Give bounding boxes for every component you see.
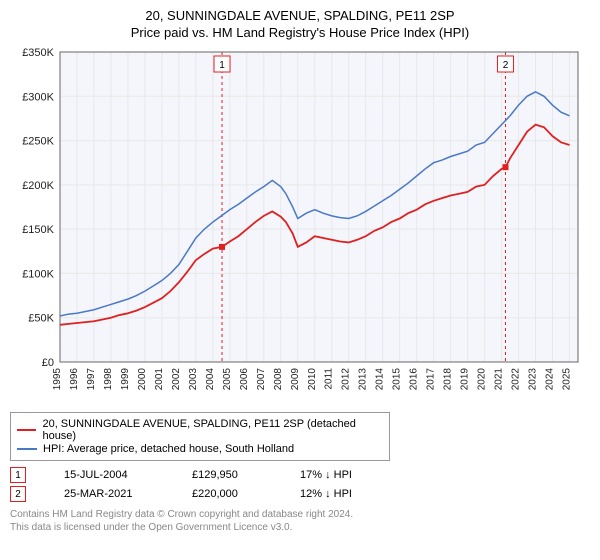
sale-date: 25-MAR-2021	[64, 488, 154, 500]
svg-text:2013: 2013	[358, 368, 369, 391]
svg-text:1999: 1999	[120, 368, 131, 391]
legend-label: 20, SUNNINGDALE AVENUE, SPALDING, PE11 2…	[42, 418, 383, 442]
chart-title: 20, SUNNINGDALE AVENUE, SPALDING, PE11 2…	[10, 8, 590, 23]
svg-text:2005: 2005	[222, 368, 233, 391]
svg-text:2009: 2009	[290, 368, 301, 391]
svg-text:1995: 1995	[52, 368, 63, 391]
hpi-delta: 17% ↓ HPI	[300, 469, 352, 481]
svg-text:2010: 2010	[307, 368, 318, 391]
svg-text:2: 2	[503, 60, 509, 71]
svg-text:£50K: £50K	[28, 313, 54, 325]
sale-price: £129,950	[192, 469, 262, 481]
legend-label: HPI: Average price, detached house, Sout…	[43, 443, 294, 455]
svg-text:2024: 2024	[545, 368, 556, 391]
legend: 20, SUNNINGDALE AVENUE, SPALDING, PE11 2…	[10, 412, 390, 461]
footer-line-2: This data is licensed under the Open Gov…	[10, 521, 590, 534]
svg-text:£350K: £350K	[22, 47, 54, 59]
svg-text:£250K: £250K	[22, 136, 54, 148]
footer-attribution: Contains HM Land Registry data © Crown c…	[10, 508, 590, 534]
svg-text:2011: 2011	[324, 368, 335, 390]
chart-title-block: 20, SUNNINGDALE AVENUE, SPALDING, PE11 2…	[10, 8, 590, 40]
table-row: 2 25-MAR-2021 £220,000 12% ↓ HPI	[10, 486, 590, 502]
svg-text:£300K: £300K	[22, 91, 54, 103]
svg-text:2008: 2008	[273, 368, 284, 391]
svg-text:1997: 1997	[86, 368, 97, 391]
marker-id-box: 2	[10, 486, 26, 502]
svg-text:2025: 2025	[562, 368, 573, 391]
svg-text:2004: 2004	[205, 368, 216, 391]
legend-swatch	[17, 448, 37, 450]
svg-text:2002: 2002	[171, 368, 182, 391]
hpi-delta: 12% ↓ HPI	[300, 488, 352, 500]
svg-text:2016: 2016	[409, 368, 420, 391]
chart-subtitle: Price paid vs. HM Land Registry's House …	[10, 25, 590, 40]
sale-price: £220,000	[192, 488, 262, 500]
svg-text:£0: £0	[42, 357, 54, 369]
svg-text:2019: 2019	[460, 368, 471, 391]
table-row: 1 15-JUL-2004 £129,950 17% ↓ HPI	[10, 467, 590, 483]
svg-text:2006: 2006	[239, 368, 250, 391]
svg-text:2017: 2017	[426, 368, 437, 391]
svg-text:2012: 2012	[341, 368, 352, 391]
legend-swatch	[17, 429, 36, 431]
svg-text:2021: 2021	[494, 368, 505, 391]
svg-text:2023: 2023	[528, 368, 539, 391]
marker-id-box: 1	[10, 467, 26, 483]
svg-text:2020: 2020	[477, 368, 488, 391]
marker-data-table: 1 15-JUL-2004 £129,950 17% ↓ HPI 2 25-MAR-202…	[10, 467, 590, 502]
svg-text:£150K: £150K	[22, 224, 54, 236]
svg-text:1996: 1996	[69, 368, 80, 391]
legend-row: 20, SUNNINGDALE AVENUE, SPALDING, PE11 2…	[17, 418, 383, 442]
svg-text:2003: 2003	[188, 368, 199, 391]
chart-area: £0 £50K £100K £150K £200K £250K £300K £350K 1995…	[10, 46, 588, 406]
svg-text:£100K: £100K	[22, 268, 54, 280]
svg-text:2014: 2014	[375, 368, 386, 391]
svg-text:2001: 2001	[154, 368, 165, 391]
svg-text:£200K: £200K	[22, 180, 54, 192]
svg-text:1: 1	[219, 60, 225, 71]
legend-row: HPI: Average price, detached house, Sout…	[17, 443, 383, 455]
svg-text:2000: 2000	[137, 368, 148, 391]
line-chart-svg: £0 £50K £100K £150K £200K £250K £300K £350K 1995…	[10, 46, 588, 406]
svg-text:2018: 2018	[443, 368, 454, 391]
svg-text:2007: 2007	[256, 368, 267, 391]
footer-line-1: Contains HM Land Registry data © Crown c…	[10, 508, 590, 521]
sale-date: 15-JUL-2004	[64, 469, 154, 481]
svg-text:2015: 2015	[392, 368, 403, 391]
svg-text:2022: 2022	[511, 368, 522, 391]
svg-text:1998: 1998	[103, 368, 114, 391]
